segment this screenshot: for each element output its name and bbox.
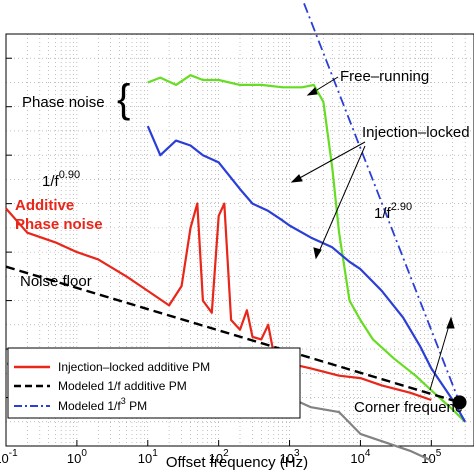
arrow-injection-locked-1	[295, 141, 366, 181]
annotation-slope-3f-exp: 2.90	[391, 201, 412, 213]
legend-label-additive-pm: Injection–locked additive PM	[58, 360, 210, 374]
x-tick-label: 104	[350, 448, 370, 466]
legend-label-modeled-1f3: Modeled 1/f3 PM	[58, 396, 147, 413]
annotation-corner-frequency: Corner frequenc	[354, 399, 463, 416]
x-tick-label: 102	[209, 448, 229, 466]
annotation-slope-1f-exp: 0.90	[59, 169, 80, 181]
series-free-running	[147, 74, 466, 423]
annotation-free-running: Free–running	[340, 68, 429, 85]
arrowhead-injection-locked-1	[290, 174, 303, 183]
arrow-injection-locked-2	[317, 145, 366, 255]
x-tick-label: 101	[138, 448, 158, 466]
legend: Injection–locked additive PM Modeled 1/f…	[7, 347, 301, 419]
arrow-free-running	[311, 76, 339, 94]
x-axis-label: Offset frequency (Hz)	[166, 454, 308, 471]
legend-box	[7, 347, 301, 419]
corner-frequency-point	[452, 395, 467, 410]
annotation-noise-floor: Noise floor	[20, 273, 92, 290]
annotation-injection-locked: Injection–locked	[362, 124, 470, 141]
annotation-phase-noise: Phase noise	[22, 94, 105, 111]
annotation-slope-1f: 1/f0.90	[42, 169, 80, 190]
x-tick-label: 103	[280, 448, 300, 466]
legend-label-modeled-1f3-tail: PM	[126, 399, 147, 413]
arrow-corner	[429, 321, 451, 391]
legend-label-modeled-1f3-base: Modeled 1/f	[58, 399, 121, 413]
series-injection-locked	[146, 125, 467, 423]
arrowhead-corner	[446, 316, 455, 329]
series-modeled-1-f-pm	[301, 0, 461, 403]
annotation-slope-3f: 1/f2.90	[374, 201, 412, 222]
annotation-additive-phase-noise: Phase noise	[15, 216, 103, 233]
arrowhead-injection-locked-2	[313, 247, 322, 260]
annotation-arrows	[290, 76, 455, 391]
legend-label-modeled-1f: Modeled 1/f additive PM	[58, 379, 187, 393]
arrowhead-free-running	[306, 87, 318, 96]
annotation-slope-3f-base: 1/f	[374, 205, 392, 222]
plot-frame	[5, 33, 474, 447]
x-tick-label: 100	[67, 448, 87, 466]
series-injection-locked-additive-pm	[5, 202, 432, 402]
series-modeled-1-f-additive-pm	[5, 265, 460, 404]
brace-icon: {	[117, 77, 130, 121]
legend-label-modeled-1f3-sup: 3	[121, 396, 126, 406]
x-tick-label: 10-1	[0, 448, 18, 466]
annotation-additive: Additive	[15, 197, 74, 214]
annotation-slope-1f-base: 1/f	[42, 173, 60, 190]
